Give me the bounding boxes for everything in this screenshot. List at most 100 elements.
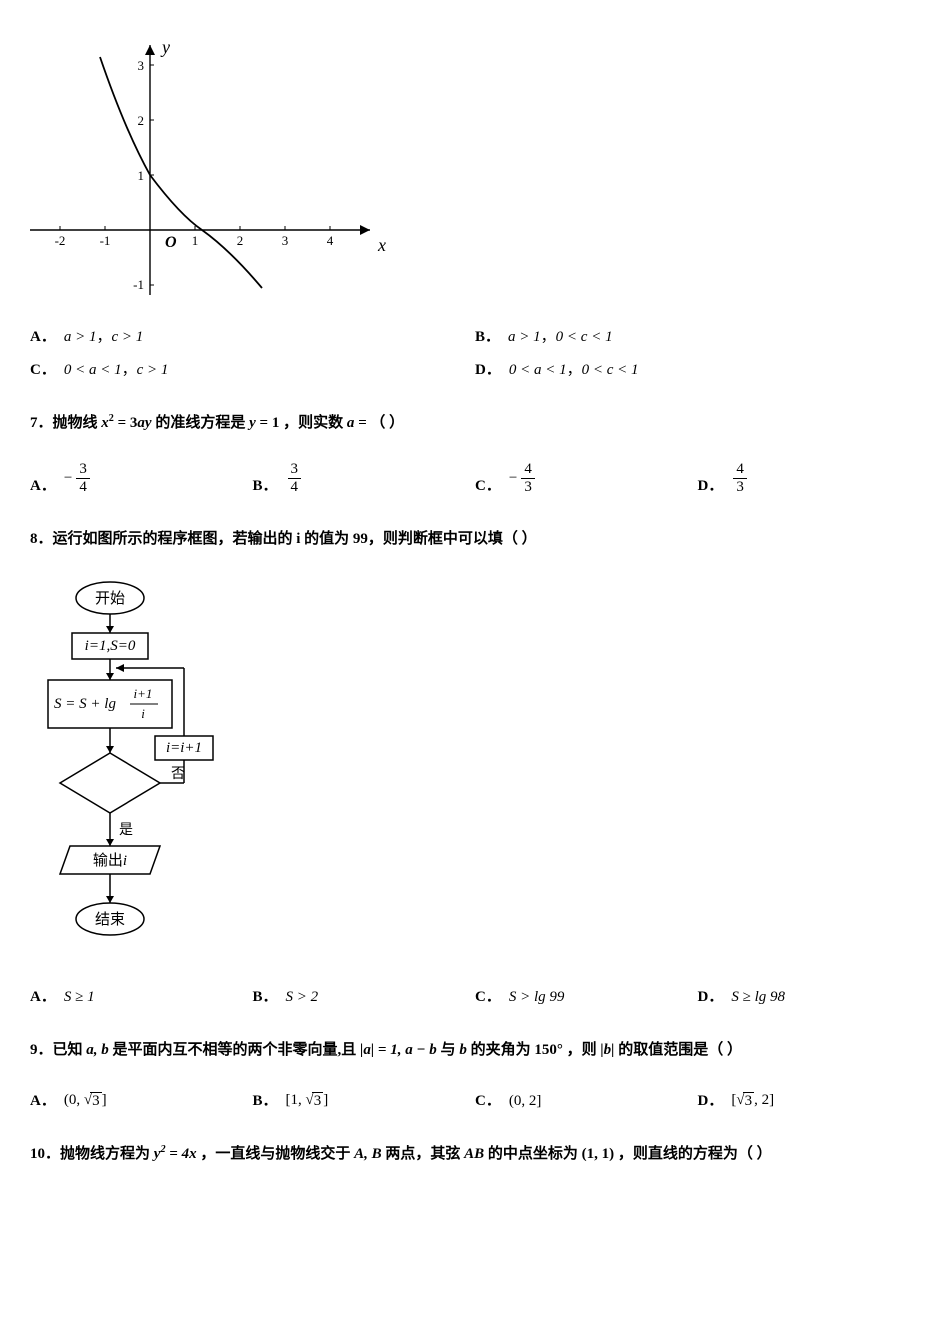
q6-a-text: a > 1，c > 1 <box>64 325 143 346</box>
q9: 9．已知 a, b 是平面内互不相等的两个非零向量,且 |a| = 1, a −… <box>30 1034 920 1110</box>
q9-opt-a: A． (0, 3] <box>30 1089 253 1110</box>
q7-c-val: −43 <box>509 462 537 495</box>
q7-opt-b: B． 34 <box>253 462 476 495</box>
y-label: y <box>160 37 170 57</box>
q9-p2: 是平面内互不相等的两个非零向量,且 <box>113 1042 357 1058</box>
q10-eq: y2 = 4x <box>154 1146 197 1162</box>
q9-label-c: C． <box>475 1089 501 1110</box>
q7-b-val: 34 <box>286 462 304 495</box>
q7-opt-a: A． −34 <box>30 462 253 495</box>
q10-p3: 两点，其弦 <box>385 1146 460 1162</box>
q6-d-text: 0 < a < 1，0 < c < 1 <box>509 358 639 379</box>
curve <box>100 57 262 288</box>
q9-label-b: B． <box>253 1089 278 1110</box>
x-axis-arrow <box>360 225 370 235</box>
q9-opt-b: B． [1, 3] <box>253 1089 476 1110</box>
flow-output-text: 输出i <box>93 852 127 869</box>
q7-d-val: 43 <box>731 462 749 495</box>
q7: 7．抛物线 x2 = 3ay 的准线方程是 y = 1 ，则实数 a = （ ）… <box>30 407 920 495</box>
q6-b-text: a > 1，0 < c < 1 <box>508 325 613 346</box>
svg-text:-2: -2 <box>55 233 66 248</box>
flow-start-text: 开始 <box>95 590 125 607</box>
q8-b-text: S > 2 <box>286 989 319 1006</box>
q6-opt-c: C． 0 < a < 1，c > 1 <box>30 358 475 379</box>
flow-yes-text: 是 <box>119 823 133 838</box>
q8-opt-a: A． S ≥ 1 <box>30 985 253 1006</box>
q9-p1: 9．已知 <box>30 1042 83 1058</box>
q7-label-d: D． <box>698 474 724 495</box>
q9-opt-c: C． (0, 2] <box>475 1089 698 1110</box>
q7-prefix: 7．抛物线 <box>30 415 98 431</box>
q9-a-text: (0, 3] <box>64 1092 107 1110</box>
q9-p4: 的夹角为 <box>471 1042 531 1058</box>
q10-ab: AB <box>464 1146 484 1162</box>
q9-p6: 的取值范围是（ ） <box>618 1042 742 1058</box>
q10-stem: 10．抛物线方程为 y2 = 4x ，一直线与抛物线交于 A, B 两点，其弦 … <box>30 1138 920 1171</box>
q8-a-text: S ≥ 1 <box>64 989 95 1006</box>
q6-opt-d: D． 0 < a < 1，0 < c < 1 <box>475 358 920 379</box>
flow-inc-text: i=i+1 <box>166 740 202 756</box>
q7-a-val: −34 <box>64 462 92 495</box>
q9-label-a: A． <box>30 1089 56 1110</box>
opt-label-b: B． <box>475 325 500 346</box>
q9-absb: |b| <box>600 1042 614 1058</box>
q9-p5: ，则 <box>567 1042 597 1058</box>
q9-d-text: [3, 2] <box>731 1092 774 1110</box>
svg-text:4: 4 <box>327 233 334 248</box>
q10-p1: 10．抛物线方程为 <box>30 1146 150 1162</box>
flow-body-text: S = S + lg <box>54 696 116 712</box>
svg-text:-1: -1 <box>100 233 111 248</box>
svg-text:2: 2 <box>138 113 145 128</box>
svg-text:1: 1 <box>192 233 199 248</box>
q7-mid1: 的准线方程是 <box>155 415 245 431</box>
q9-c-text: (0, 2] <box>509 1093 542 1110</box>
opt-label-c: C． <box>30 358 56 379</box>
q8: 8．运行如图所示的程序框图，若输出的 i 的值为 99，则判断框中可以填（ ） … <box>30 523 920 1006</box>
q7-label-c: C． <box>475 474 501 495</box>
q10-p5: ，则直线的方程为（ ） <box>618 1146 772 1162</box>
q7-stem: 7．抛物线 x2 = 3ay 的准线方程是 y = 1 ，则实数 a = （ ） <box>30 407 920 440</box>
q8-label-c: C． <box>475 985 501 1006</box>
svg-text:1: 1 <box>138 168 145 183</box>
q6-opt-b: B． a > 1，0 < c < 1 <box>475 325 920 346</box>
q6-c-text: 0 < a < 1，c > 1 <box>64 358 169 379</box>
q9-b: b <box>459 1042 467 1058</box>
q10: 10．抛物线方程为 y2 = 4x ，一直线与抛物线交于 A, B 两点，其弦 … <box>30 1138 920 1171</box>
q6-opt-a: A． a > 1，c > 1 <box>30 325 475 346</box>
q9-opt-d: D． [3, 2] <box>698 1089 921 1110</box>
q9-label-d: D． <box>698 1089 724 1110</box>
q8-label-a: A． <box>30 985 56 1006</box>
q7-label-a: A． <box>30 474 56 495</box>
svg-text:-1: -1 <box>133 277 144 292</box>
flow-frac-den: i <box>141 706 145 721</box>
q8-opt-c: C． S > lg 99 <box>475 985 698 1006</box>
flow-init-text: i=1,S=0 <box>85 638 136 654</box>
q10-p4: 的中点坐标为 <box>488 1146 578 1162</box>
y-axis-arrow <box>145 45 155 55</box>
q8-label-d: D． <box>698 985 724 1006</box>
svg-text:2: 2 <box>237 233 244 248</box>
flow-frac-num: i+1 <box>134 686 153 701</box>
flow-decision <box>60 753 160 813</box>
q8-label-b: B． <box>253 985 278 1006</box>
svg-text:3: 3 <box>138 58 145 73</box>
opt-label-d: D． <box>475 358 501 379</box>
q9-vars: a, b <box>86 1042 109 1058</box>
flowchart-svg: 开始 i=1,S=0 S = S + lg i+1 i <box>30 578 260 968</box>
q8-opt-b: B． S > 2 <box>253 985 476 1006</box>
svg-text:3: 3 <box>282 233 289 248</box>
q8-flowchart: 开始 i=1,S=0 S = S + lg i+1 i <box>30 578 920 973</box>
x-label: x <box>377 235 386 255</box>
opt-label-a: A． <box>30 325 56 346</box>
q8-opt-d: D． S ≥ lg 98 <box>698 985 921 1006</box>
q7-var-a: a = <box>347 415 367 431</box>
flow-no-text: 否 <box>171 767 185 782</box>
q8-stem: 8．运行如图所示的程序框图，若输出的 i 的值为 99，则判断框中可以填（ ） <box>30 523 920 556</box>
q7-eq1: x2 = 3ay <box>101 415 151 431</box>
q9-stem: 9．已知 a, b 是平面内互不相等的两个非零向量,且 |a| = 1, a −… <box>30 1034 920 1067</box>
q10-mid: (1, 1) <box>582 1146 615 1162</box>
q8-c-text: S > lg 99 <box>509 989 565 1006</box>
q6-options: A． a > 1，c > 1 B． a > 1，0 < c < 1 C． 0 <… <box>30 325 920 379</box>
q10-pts: A, B <box>354 1146 382 1162</box>
q6-graph: -2 -1 1 2 3 4 1 2 3 -1 O x y <box>30 35 920 300</box>
